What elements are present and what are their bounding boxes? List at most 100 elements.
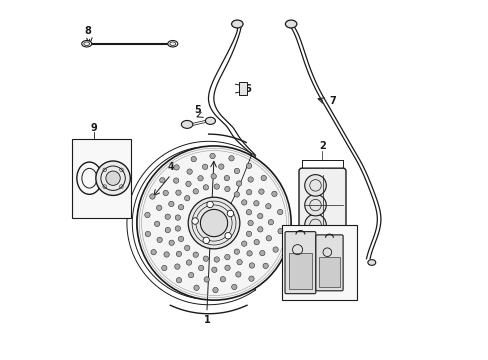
Circle shape — [246, 210, 251, 215]
Circle shape — [191, 218, 198, 224]
Circle shape — [154, 221, 160, 226]
Bar — [288, 253, 312, 289]
Circle shape — [224, 255, 229, 260]
Circle shape — [247, 177, 253, 182]
Ellipse shape — [367, 260, 375, 265]
Circle shape — [247, 220, 253, 226]
Text: 4: 4 — [167, 162, 174, 172]
Circle shape — [156, 205, 162, 211]
Ellipse shape — [167, 41, 178, 47]
Circle shape — [202, 164, 207, 170]
Circle shape — [178, 236, 183, 242]
Circle shape — [246, 231, 251, 237]
Circle shape — [174, 165, 179, 170]
Circle shape — [268, 220, 273, 225]
Text: 2: 2 — [319, 141, 325, 151]
Circle shape — [263, 263, 268, 269]
Circle shape — [258, 189, 264, 194]
Circle shape — [151, 249, 156, 255]
Circle shape — [163, 190, 168, 195]
Circle shape — [241, 200, 246, 205]
Circle shape — [164, 214, 170, 219]
Bar — [282, 225, 357, 300]
Circle shape — [234, 168, 239, 174]
Circle shape — [193, 252, 198, 257]
Circle shape — [209, 153, 215, 159]
Text: 5: 5 — [194, 105, 201, 115]
Circle shape — [224, 186, 229, 192]
Circle shape — [224, 175, 229, 181]
Circle shape — [228, 156, 234, 161]
Bar — [319, 257, 339, 287]
Text: 1: 1 — [203, 315, 210, 325]
Circle shape — [193, 189, 198, 194]
Circle shape — [241, 241, 246, 246]
Circle shape — [185, 181, 191, 186]
Ellipse shape — [181, 121, 192, 129]
Circle shape — [214, 184, 219, 189]
Circle shape — [176, 251, 181, 257]
FancyBboxPatch shape — [315, 235, 343, 291]
Circle shape — [169, 240, 174, 246]
Circle shape — [175, 215, 180, 220]
Circle shape — [178, 204, 183, 210]
Circle shape — [188, 197, 239, 249]
Circle shape — [206, 201, 213, 208]
Circle shape — [304, 175, 325, 196]
Circle shape — [165, 227, 170, 233]
Circle shape — [211, 267, 217, 273]
Circle shape — [203, 185, 208, 190]
Circle shape — [236, 181, 241, 186]
Circle shape — [218, 164, 224, 169]
Circle shape — [234, 192, 239, 197]
Circle shape — [214, 257, 219, 262]
Circle shape — [261, 175, 266, 181]
Circle shape — [160, 177, 165, 183]
Circle shape — [227, 210, 233, 217]
Circle shape — [212, 287, 218, 293]
Circle shape — [176, 278, 182, 283]
Circle shape — [257, 213, 263, 219]
Circle shape — [203, 237, 209, 244]
Circle shape — [145, 231, 150, 237]
Circle shape — [203, 277, 209, 282]
Circle shape — [198, 265, 203, 271]
Circle shape — [265, 235, 271, 241]
Circle shape — [210, 174, 216, 179]
Circle shape — [236, 260, 242, 265]
Circle shape — [259, 251, 264, 256]
Circle shape — [249, 263, 254, 268]
Circle shape — [173, 178, 179, 183]
Circle shape — [304, 214, 325, 235]
Circle shape — [224, 233, 231, 239]
Bar — [72, 139, 131, 218]
Circle shape — [220, 276, 225, 282]
Circle shape — [161, 265, 166, 271]
Circle shape — [257, 227, 263, 232]
Bar — [239, 82, 246, 95]
Circle shape — [106, 171, 120, 185]
Circle shape — [175, 226, 180, 231]
Ellipse shape — [285, 20, 296, 28]
Circle shape — [224, 265, 230, 270]
Circle shape — [265, 203, 270, 209]
Circle shape — [277, 229, 283, 234]
Circle shape — [184, 195, 189, 201]
Circle shape — [277, 210, 282, 215]
FancyBboxPatch shape — [285, 231, 315, 294]
Circle shape — [231, 284, 237, 290]
Circle shape — [144, 212, 150, 217]
Text: 8: 8 — [84, 26, 91, 36]
Circle shape — [163, 252, 169, 257]
Text: 7: 7 — [328, 96, 335, 106]
Circle shape — [200, 210, 227, 237]
Circle shape — [186, 260, 191, 265]
Ellipse shape — [81, 41, 92, 47]
Circle shape — [253, 239, 259, 245]
Circle shape — [198, 176, 203, 181]
Circle shape — [157, 237, 162, 243]
Circle shape — [253, 201, 259, 206]
Text: 3: 3 — [323, 207, 330, 217]
Circle shape — [272, 247, 278, 252]
Circle shape — [184, 245, 189, 251]
